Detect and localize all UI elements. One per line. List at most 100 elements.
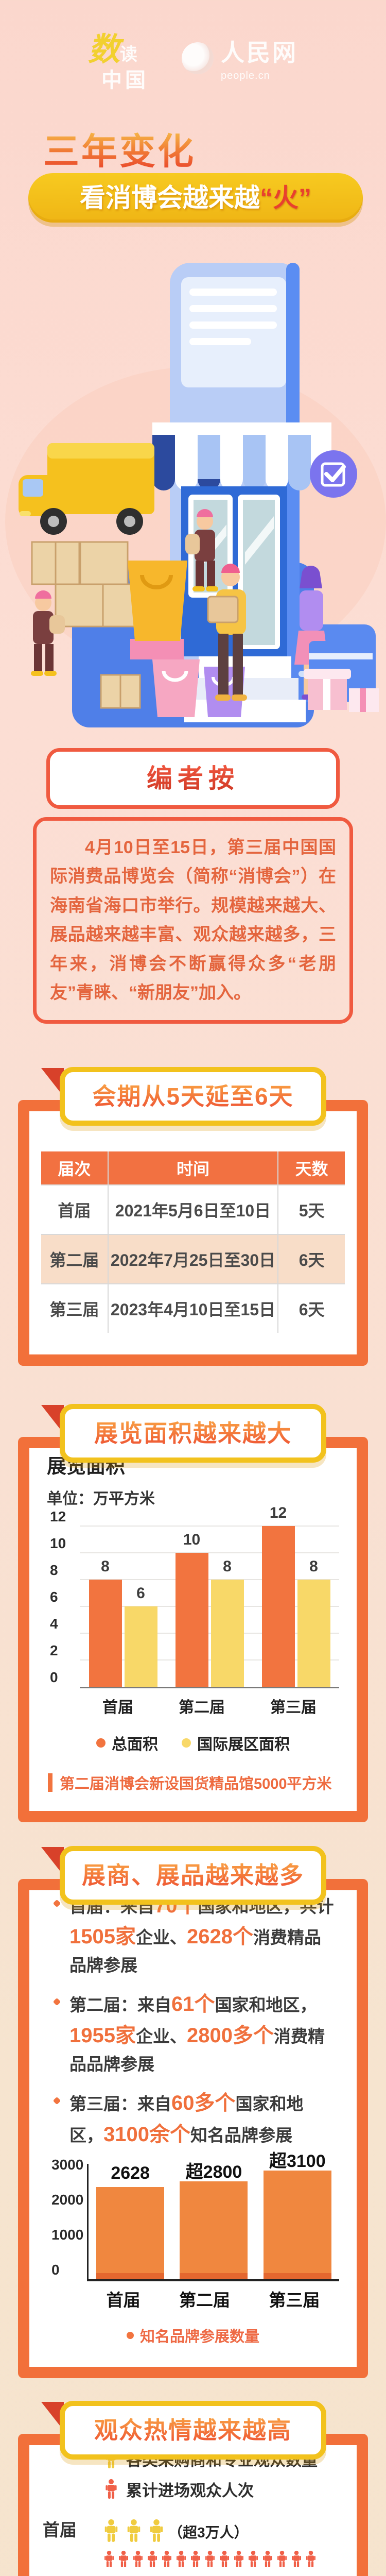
person-icon	[277, 2550, 287, 2567]
person-icon	[133, 2550, 143, 2567]
area-chart-legend: 总面积 国际展区面积	[47, 1732, 339, 1754]
editor-note-title: 编者按	[147, 764, 239, 793]
person-icon	[119, 2550, 128, 2567]
section-schedule: 会期从5天延至6天 届次 时间 天数 首届 2021年5月6日至10日 5天 第二届 2…	[18, 1066, 368, 1366]
person-icon	[249, 2550, 258, 2567]
table-cell: 2023年4月10日至15日	[107, 1283, 278, 1333]
table-row: 第三届 2023年4月10日至15日 6天	[41, 1283, 345, 1333]
bar-group: 12 8	[261, 1504, 330, 1687]
editor-note-paragraph: 4月10日至15日，第三届中国国际消费品博览会（简称“消博会”）在海南省海口市举…	[50, 838, 336, 1003]
banner-hot-word: “火”	[260, 183, 311, 212]
table-cell: 6天	[277, 1233, 345, 1284]
area-chart-categories: 首届 第二届 第三届	[80, 1694, 339, 1717]
section-schedule-header: 会期从5天延至6天	[60, 1066, 326, 1126]
editor-note-body-box: 4月10日至15日，第三届中国国际消费品博览会（简称“消博会”）在海南省海口市举…	[33, 817, 353, 1024]
section-exhibitors: 展商、展品越来越多 首届：来自70个国家和地区，共计1505家企业、2628个消…	[18, 1845, 368, 2378]
table-cell: 第三届	[41, 1283, 108, 1333]
col-header-session: 届次	[41, 1151, 108, 1185]
banner-title: 看消博会越来越“火”	[28, 173, 363, 223]
person-icon	[127, 2519, 141, 2542]
section-area: 展览面积越来越大 展览面积 单位：万平方米 0 2 4 6 8 10 12 8 6 10 8 12 8 …	[18, 1403, 368, 1822]
note-marker	[48, 1773, 52, 1792]
person-icon	[162, 2550, 171, 2567]
logos: 数读 中国 人民网 people.cn	[0, 34, 386, 91]
bar-第三届: 超3100	[263, 2151, 331, 2279]
col-header-days: 天数	[277, 1151, 345, 1185]
bar-第二届-总面积: 10	[175, 1531, 208, 1687]
person-icon	[205, 2550, 215, 2567]
table-cell: 5天	[277, 1184, 345, 1234]
peoplecn-name: 人民网	[221, 39, 298, 66]
section-exhibitors-card: 首届：来自70个国家和地区，共计1505家企业、2628个消费精品品牌参展 第二届…	[18, 1878, 368, 2378]
bar-第三届-国际展区面积: 8	[297, 1558, 330, 1687]
hero-illustration	[5, 263, 386, 727]
person-icon	[292, 2550, 301, 2567]
category-label: 首届	[106, 2290, 141, 2310]
table-cell: 第二届	[41, 1233, 108, 1284]
table-row: 首届 2021年5月6日至10日 5天	[41, 1184, 345, 1234]
logo-char-du: 读	[120, 45, 138, 64]
area-chart-note: 第二届消博会新设国货精品馆5000平方米	[48, 1772, 339, 1793]
category-label: 第三届	[270, 1699, 317, 1716]
audience-group-首届: 首届 （超3万人） （超24万人）	[43, 2516, 343, 2576]
person-icon	[306, 2550, 315, 2567]
audience-pictograph: 首届 （超3万人） （超24万人）第二届 （超4万人）	[43, 2516, 343, 2576]
category-label: 第二届	[179, 1699, 225, 1716]
person-icon	[191, 2550, 200, 2567]
bar-group: 10 8	[175, 1531, 244, 1687]
table-cell: 2022年7月25日至30日	[107, 1233, 278, 1284]
bar-首届: 2628	[96, 2163, 165, 2279]
section-schedule-card: 届次 时间 天数 首届 2021年5月6日至10日 5天 第二届 2022年7月25日至…	[18, 1099, 368, 1366]
table-cell: 首届	[41, 1184, 108, 1234]
logo-zhongguo: 中国	[101, 69, 149, 92]
exhibitor-bullets: 首届：来自70个国家和地区，共计1505家企业、2628个消费精品品牌参展 第二届…	[47, 1890, 339, 2150]
person-icon	[106, 2479, 117, 2499]
table-row: 第二届 2022年7月25日至30日 6天	[41, 1233, 345, 1284]
section-audience-header: 观众热情越来越高	[60, 2400, 326, 2460]
person-icon	[177, 2550, 186, 2567]
legend-dot-icon	[126, 2331, 134, 2339]
peoplecn-domain: people.cn	[221, 70, 270, 81]
hero: 数读 中国 人民网 people.cn 三年变化 看消博会越来越“火”	[0, 0, 386, 748]
exhibitor-bullet: 第二届：来自61个国家和地区，1955家企业、2800多个消费精品品牌参展	[69, 1989, 334, 2077]
person-icon	[150, 2519, 163, 2542]
table-cell: 2021年5月6日至10日	[107, 1184, 278, 1234]
peoplecn-moon-icon	[182, 42, 214, 74]
editor-note: 编者按 4月10日至15日，第三届中国国际消费品博览会（简称“消博会”）在海南省…	[0, 748, 386, 1024]
person-icon	[104, 2550, 114, 2567]
col-header-time: 时间	[107, 1151, 278, 1185]
person-icon	[148, 2550, 157, 2567]
section-area-card: 展览面积 单位：万平方米 0 2 4 6 8 10 12 8 6 10 8 12 8 首届 第二届 第三届 …	[18, 1436, 368, 1822]
person-icon	[104, 2519, 118, 2542]
area-bar-chart: 0 2 4 6 8 10 12 8 6 10 8 12 8	[47, 1504, 339, 1688]
area-chart-unit: 单位：万平方米	[47, 1490, 155, 1507]
legend-item: 国际展区面积	[182, 1732, 290, 1754]
bar-首届-总面积: 8	[89, 1558, 122, 1687]
category-label: 第二届	[179, 2290, 230, 2310]
person-icon	[220, 2550, 229, 2567]
person-icon	[263, 2550, 272, 2567]
section-audience: 观众热情越来越高 各类采购商和专业观众数量 累计进场观众人次 首届 （超3万人）…	[18, 2400, 368, 2576]
table-cell: 6天	[277, 1283, 345, 1333]
category-label: 首届	[102, 1699, 133, 1716]
person-icon	[234, 2550, 243, 2567]
brand-bar-chart: 0 1000 2000 3000 2628 超2800 超3100	[47, 2151, 339, 2281]
legend-item: 总面积	[96, 1732, 158, 1754]
bar-第二届: 超2800	[180, 2162, 248, 2279]
schedule-table: 届次 时间 天数 首届 2021年5月6日至10日 5天 第二届 2022年7月25日至…	[41, 1151, 345, 1333]
category-label: 第三届	[269, 2290, 320, 2310]
bar-首届-国际展区面积: 6	[124, 1585, 157, 1687]
banner-text: 看消博会越来越	[80, 183, 260, 212]
logo-char-shu: 数	[88, 32, 120, 67]
peoplecn-logo: 人民网 people.cn	[182, 34, 298, 82]
section-area-header: 展览面积越来越大	[60, 1403, 326, 1463]
editor-note-title-box: 编者按	[46, 748, 340, 809]
section-exhibitors-header: 展商、展品越来越多	[60, 1845, 326, 1905]
page-title: 三年变化	[43, 123, 196, 175]
bar-第三届-总面积: 12	[261, 1504, 295, 1687]
bar-第二届-国际展区面积: 8	[210, 1558, 244, 1687]
shudu-zhongguo-logo: 数读 中国	[88, 34, 149, 91]
brand-chart-legend: 知名品牌参展数量	[47, 2325, 339, 2346]
